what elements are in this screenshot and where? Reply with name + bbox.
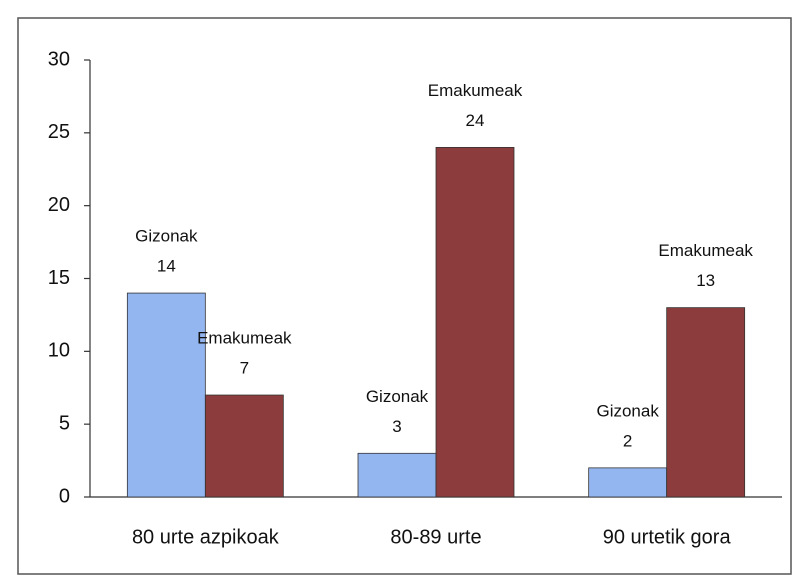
y-tick-label: 25 — [48, 121, 70, 143]
data-label: 14 — [157, 257, 176, 276]
bar — [357, 452, 437, 498]
data-label: 13 — [696, 271, 715, 290]
data-label-name: Emakumeak — [658, 241, 753, 260]
data-label-name: Emakumeak — [428, 81, 523, 100]
bar — [204, 394, 284, 498]
x-tick-label: 80 urte azpikoak — [132, 526, 280, 548]
y-tick-label: 10 — [48, 340, 70, 362]
data-label-name: Gizonak — [596, 401, 659, 420]
y-tick-label: 30 — [48, 48, 70, 70]
data-label: 7 — [240, 359, 249, 378]
data-label-name: Emakumeak — [197, 329, 292, 348]
x-tick-label: 80-89 urte — [390, 526, 481, 548]
y-tick-label: 5 — [59, 412, 70, 434]
data-label: 3 — [392, 417, 401, 436]
y-tick-label: 15 — [48, 267, 70, 289]
bar — [666, 307, 746, 498]
data-label: 24 — [466, 111, 485, 130]
y-tick-label: 20 — [48, 194, 70, 216]
x-tick-label: 90 urtetik gora — [603, 526, 732, 548]
data-label-name: Gizonak — [366, 387, 429, 406]
data-label-name: Gizonak — [135, 227, 198, 246]
bar — [588, 467, 668, 498]
bar — [126, 292, 206, 498]
data-label: 2 — [623, 431, 632, 450]
y-tick-label: 0 — [59, 485, 70, 507]
bar — [435, 146, 515, 498]
